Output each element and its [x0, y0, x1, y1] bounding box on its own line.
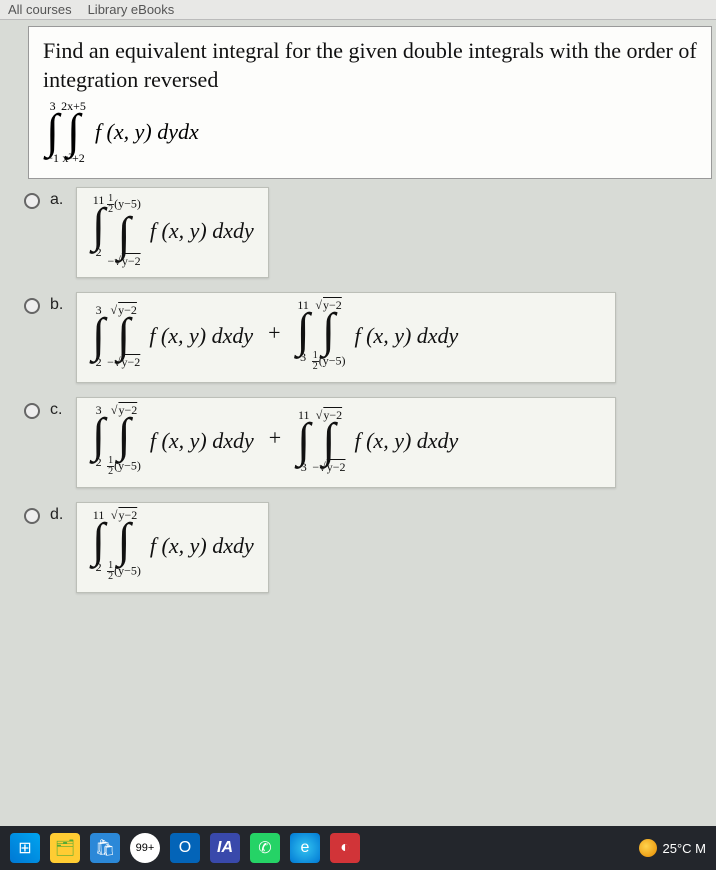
option-c[interactable]: c. 3 ∫ 2 √y−2 ∫ 12(y−5) f (x, y) dxdy + … — [24, 397, 716, 488]
radio-a[interactable] — [24, 193, 40, 209]
option-d-body: 11 ∫ 2 √y−2 ∫ 12(y−5) f (x, y) dxdy — [76, 502, 269, 593]
lim: 2 — [96, 456, 102, 468]
taskbar: ⊞ 🗂 🛍 99+ O IA ✆ e ◐ 25°C M — [0, 826, 716, 870]
option-b[interactable]: b. 3 ∫ 2 √y−2 ∫ −√y−2 f (x, y) dxdy + 11 — [24, 292, 716, 383]
integral-icon: ∫ — [92, 523, 105, 559]
integrand: f (x, y) dxdy — [142, 533, 254, 559]
integral-icon: ∫ — [117, 318, 130, 354]
radio-d[interactable] — [24, 508, 40, 524]
question-title: Find an equivalent integral for the give… — [43, 37, 697, 94]
integral-icon: ∫ — [92, 318, 105, 354]
start-icon[interactable]: ⊞ — [10, 833, 40, 863]
option-letter: c. — [50, 397, 76, 419]
lim: −√y−2 — [107, 255, 140, 267]
integrand: f (x, y) dxdy — [142, 218, 254, 244]
integral-icon: ∫ — [46, 114, 59, 150]
integral-icon: ∫ — [117, 418, 130, 454]
integrand: f (x, y) dxdy — [141, 323, 253, 349]
edge-icon[interactable]: e — [290, 833, 320, 863]
option-a[interactable]: a. 11 ∫ 2 12(y−5) ∫ −√y−2 f (x, y) dxdy — [24, 187, 716, 278]
lim: −√y−2 — [312, 461, 345, 473]
options-list: a. 11 ∫ 2 12(y−5) ∫ −√y−2 f (x, y) dxdy … — [24, 187, 716, 593]
integral-icon: ∫ — [297, 313, 310, 349]
lim: 2 — [96, 246, 102, 258]
app-red-icon[interactable]: ◐ — [330, 833, 360, 863]
integral-icon: ∫ — [117, 523, 130, 559]
whatsapp-icon[interactable]: ✆ — [250, 833, 280, 863]
plus: + — [261, 425, 289, 450]
explorer-icon[interactable]: 🗂 — [50, 833, 80, 863]
app-ia-icon[interactable]: IA — [210, 833, 240, 863]
tab-all-courses[interactable]: All courses — [8, 2, 72, 17]
option-b-body: 3 ∫ 2 √y−2 ∫ −√y−2 f (x, y) dxdy + 11 ∫ … — [76, 292, 616, 383]
inner-lower: x²+2 — [62, 152, 84, 164]
integral-icon: ∫ — [297, 423, 310, 459]
radio-c[interactable] — [24, 403, 40, 419]
integral-icon: ∫ — [67, 114, 80, 150]
browser-tabs: All courses Library eBooks — [0, 0, 716, 20]
option-a-body: 11 ∫ 2 12(y−5) ∫ −√y−2 f (x, y) dxdy — [76, 187, 269, 278]
outlook-icon[interactable]: O — [170, 833, 200, 863]
integral-icon: ∫ — [92, 208, 105, 244]
sun-icon — [639, 839, 657, 857]
lim: 12(y−5) — [107, 561, 141, 582]
lim: 2 — [96, 561, 102, 573]
integral-icon: ∫ — [117, 217, 130, 253]
integral-icon: ∫ — [92, 418, 105, 454]
lim: 2 — [96, 356, 102, 368]
chrome-icon[interactable]: 99+ — [130, 833, 160, 863]
integral-icon: ∫ — [322, 423, 335, 459]
outer-lower: −1 — [46, 152, 59, 164]
lim: 12(y−5) — [107, 456, 141, 477]
question-box: Find an equivalent integral for the give… — [28, 26, 712, 179]
weather-widget[interactable]: 25°C M — [639, 839, 707, 857]
option-d[interactable]: d. 11 ∫ 2 √y−2 ∫ 12(y−5) f (x, y) dxdy — [24, 502, 716, 593]
integrand: f (x, y) dxdy — [346, 323, 458, 349]
lim: 12(y−5) — [312, 351, 346, 372]
option-letter: b. — [50, 292, 76, 314]
integrand: f (x, y) dxdy — [142, 428, 254, 454]
tab-library-ebooks[interactable]: Library eBooks — [88, 2, 175, 17]
integrand: f (x, y) dydx — [87, 119, 199, 145]
option-letter: a. — [50, 187, 76, 209]
lim: 3 — [301, 461, 307, 473]
lim: 3 — [300, 351, 306, 363]
temperature: 25°C M — [663, 841, 707, 856]
integral-icon: ∫ — [322, 313, 335, 349]
option-letter: d. — [50, 502, 76, 524]
store-icon[interactable]: 🛍 — [90, 833, 120, 863]
integrand: f (x, y) dxdy — [346, 428, 458, 454]
option-c-body: 3 ∫ 2 √y−2 ∫ 12(y−5) f (x, y) dxdy + 11 … — [76, 397, 616, 488]
plus: + — [260, 320, 288, 345]
question-expression: 3 ∫ −1 2x+5 ∫ x²+2 f (x, y) dydx — [43, 100, 697, 164]
radio-b[interactable] — [24, 298, 40, 314]
lim: −√y−2 — [107, 356, 140, 368]
